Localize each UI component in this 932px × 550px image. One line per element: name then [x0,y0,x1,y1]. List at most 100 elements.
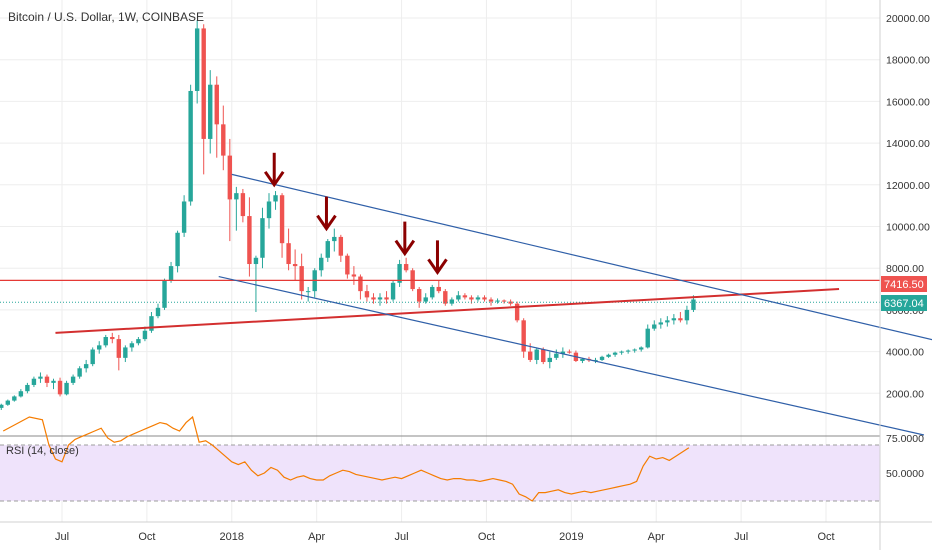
candle-body [554,353,559,358]
candle-body [332,236,337,242]
candle-body [77,368,82,377]
candle-body [227,155,233,200]
price-tick-label: 18000.00 [886,55,930,67]
candle-body [469,297,474,300]
grid [0,0,880,522]
candle-body [358,276,363,292]
candle-body [136,339,141,344]
price-tick-label: 16000.00 [886,96,930,108]
candle-body [521,320,526,352]
candle-body [149,316,154,331]
candle-body [351,274,357,277]
candle-body [580,358,585,361]
candle-body [286,243,291,265]
time-tick-label: Oct [817,531,834,543]
time-tick-label: 2019 [559,531,583,543]
candle-body [44,376,50,383]
rsi-pane[interactable] [0,415,880,502]
down-arrow-head [427,258,448,276]
candle-body [625,350,631,352]
candle-body [18,391,24,397]
candle-body [168,266,174,281]
candle-body [560,351,566,354]
time-tick-label: Oct [478,531,495,543]
price-pane[interactable] [0,20,932,436]
candle-body [279,195,285,244]
time-tick-label: Apr [648,531,665,543]
price-tick-label: 4000.00 [886,347,924,359]
candle-body [384,297,389,300]
rsi-tick-label: 75.0000 [886,433,924,445]
candle-body [325,241,330,258]
candle-body [103,337,108,346]
candle-body [514,303,520,321]
candle-body [612,352,618,355]
candlesticks [0,20,696,410]
candle-body [691,299,696,310]
candle-body [299,266,304,292]
candle-body [305,291,311,293]
candle-body [51,380,56,383]
candle-body [31,378,37,385]
candle-body [123,347,128,358]
rsi-axis[interactable]: 75.0000 50.0000 [886,433,924,480]
candle-body [142,330,148,340]
candle-body [632,349,637,351]
time-tick-label: Jul [55,531,69,543]
candle-body [495,300,500,302]
rsi-line [2,415,690,502]
candle-body [658,322,664,325]
candle-body [273,195,278,202]
candle-body [90,349,95,365]
price-tick-label: 12000.00 [886,180,930,192]
candle-body [443,291,448,304]
time-tick-label: Oct [138,531,155,543]
candle-body [593,359,598,361]
candle-body [253,257,259,265]
candle-body [345,255,350,275]
support-trendline [55,288,840,334]
candle-body [567,351,572,353]
candle-body [208,84,213,139]
candle-body [155,307,161,317]
candle-body [639,347,644,350]
candle-body [5,400,11,405]
down-arrow-head [263,170,285,188]
candle-body [684,309,690,321]
candle-body [240,193,246,217]
candle-body [371,297,376,300]
candle-body [488,299,494,302]
rsi-tick-label: 50.0000 [886,468,924,480]
time-axis[interactable]: Jul Oct 2018 Apr Jul Oct 2019 Apr Jul Oct [55,531,835,543]
candle-body [234,193,239,200]
candle-body [410,270,415,290]
candle-body [541,349,546,363]
candle-body [678,318,683,321]
rsi-title: RSI (14, close) [6,445,79,457]
candle-body [57,380,63,395]
current-price-label: 6367.04 [881,295,927,311]
candle-body [70,376,76,383]
channel-lower-line [218,275,925,436]
price-tick-label: 2000.00 [886,388,924,400]
trend-overlays [0,173,932,436]
candle-body [214,84,219,125]
candle-body [430,286,435,298]
candle-body [606,354,611,357]
candle-body [221,124,226,156]
down-arrow-head [316,214,337,232]
candle-body [181,201,187,233]
candle-body [416,289,422,302]
candle-body [162,280,167,308]
channel-upper-line [231,173,932,341]
candle-body [266,201,272,219]
candle-body [528,351,533,360]
candle-body [436,286,441,292]
candle-body [83,364,89,369]
price-tick-label: 14000.00 [886,138,930,150]
candle-body [292,264,298,267]
candle-body [116,339,122,358]
down-arrow-head [394,239,416,257]
candle-body [38,376,43,379]
candle-body [475,297,481,300]
